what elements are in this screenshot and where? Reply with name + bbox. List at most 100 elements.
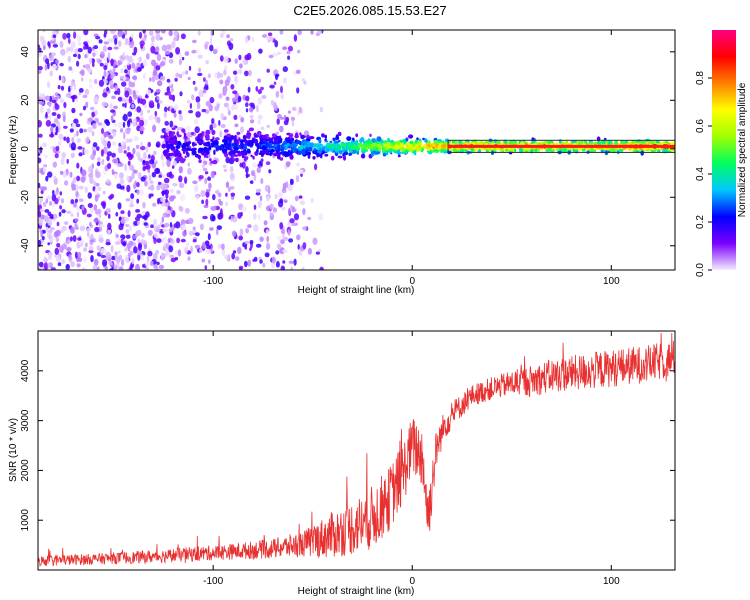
noise-cell	[110, 115, 114, 122]
noise-cell	[121, 81, 127, 87]
signal-cell	[452, 147, 457, 153]
signal-cell	[242, 147, 248, 150]
noise-cell	[39, 106, 44, 114]
noise-cell	[65, 92, 72, 98]
colorbar-tick-label: 0.4	[695, 167, 706, 181]
signal-cell	[233, 154, 239, 157]
noise-cell	[296, 162, 300, 167]
signal-cell	[173, 150, 178, 154]
noise-cell	[247, 86, 251, 93]
noise-cell	[136, 198, 140, 204]
noise-cell	[202, 157, 206, 162]
noise-cell	[208, 104, 213, 112]
noise-cell	[85, 136, 90, 143]
noise-cell	[64, 180, 69, 186]
noise-cell	[156, 184, 161, 191]
noise-cell	[97, 265, 100, 270]
noise-cell	[245, 173, 250, 178]
noise-cell	[295, 69, 301, 75]
noise-cell	[52, 217, 56, 222]
noise-cell	[124, 246, 128, 251]
noise-cell	[129, 250, 134, 256]
noise-cell	[282, 66, 288, 73]
noise-cell	[124, 102, 127, 109]
noise-cell	[65, 264, 70, 270]
noise-cell	[283, 77, 287, 84]
signal-cell	[422, 144, 427, 148]
noise-cell	[218, 198, 221, 203]
noise-cell	[181, 224, 187, 230]
noise-cell	[38, 182, 41, 189]
signal-cell	[293, 144, 297, 148]
noise-cell	[231, 97, 237, 103]
signal-cell	[342, 155, 347, 161]
signal-cell	[163, 135, 167, 138]
noise-cell	[47, 171, 53, 178]
noise-cell	[38, 69, 42, 74]
noise-cell	[152, 69, 158, 76]
noise-cell	[38, 91, 41, 95]
noise-cell	[110, 245, 114, 253]
noise-cell	[100, 160, 104, 165]
noise-cell	[288, 238, 294, 243]
noise-cell	[220, 123, 226, 129]
spectrogram-frame	[37, 29, 676, 271]
signal-cell	[374, 151, 380, 155]
noise-cell	[265, 229, 269, 235]
noise-cell	[47, 262, 53, 269]
noise-cell	[158, 174, 162, 178]
noise-cell	[72, 235, 77, 242]
signal-cell	[314, 143, 317, 147]
noise-cell	[211, 215, 216, 222]
signal-cell	[672, 142, 675, 146]
colorbar-tick-label: 0.6	[695, 119, 706, 133]
noise-cell	[55, 59, 60, 64]
signal-cell	[279, 151, 284, 155]
signal-cell	[263, 141, 268, 145]
signal-cell	[232, 158, 237, 162]
noise-cell	[130, 81, 136, 88]
noise-cell	[124, 69, 128, 74]
noise-cell	[201, 163, 205, 169]
noise-cell	[204, 177, 208, 185]
noise-cell	[142, 119, 148, 127]
signal-cell	[270, 148, 275, 153]
noise-cell	[279, 222, 284, 230]
noise-cell	[110, 109, 116, 113]
noise-cell	[68, 253, 72, 261]
noise-cell	[83, 128, 87, 133]
noise-cell	[160, 75, 166, 81]
noise-cell	[201, 241, 206, 250]
noise-cell	[276, 236, 283, 241]
noise-cell	[147, 186, 152, 190]
signal-cell	[416, 146, 422, 152]
signal-cell	[234, 134, 237, 140]
signal-cell	[169, 145, 175, 149]
noise-cell	[126, 242, 132, 249]
noise-cell	[257, 97, 263, 105]
noise-cell	[153, 232, 159, 239]
noise-cell	[60, 85, 65, 91]
noise-cell	[280, 239, 285, 245]
noise-cell	[169, 221, 173, 228]
signal-cell	[300, 134, 305, 140]
noise-cell	[216, 103, 220, 108]
noise-cell	[217, 192, 222, 198]
noise-cell	[103, 146, 108, 155]
noise-cell	[276, 266, 280, 270]
noise-cell	[123, 65, 128, 69]
noise-cell	[124, 163, 127, 171]
noise-cell	[198, 67, 202, 73]
noise-cell	[247, 224, 252, 229]
signal-cell	[165, 149, 170, 153]
noise-cell	[216, 225, 222, 231]
noise-cell	[173, 112, 177, 118]
signal-cell	[176, 131, 180, 137]
noise-cell	[125, 234, 131, 239]
noise-cell	[93, 96, 99, 104]
noise-cell	[289, 218, 295, 224]
colorbar-tick-label: 0.8	[695, 71, 706, 85]
noise-cell	[102, 190, 106, 195]
noise-cell	[169, 120, 174, 128]
noise-cell	[226, 40, 232, 47]
